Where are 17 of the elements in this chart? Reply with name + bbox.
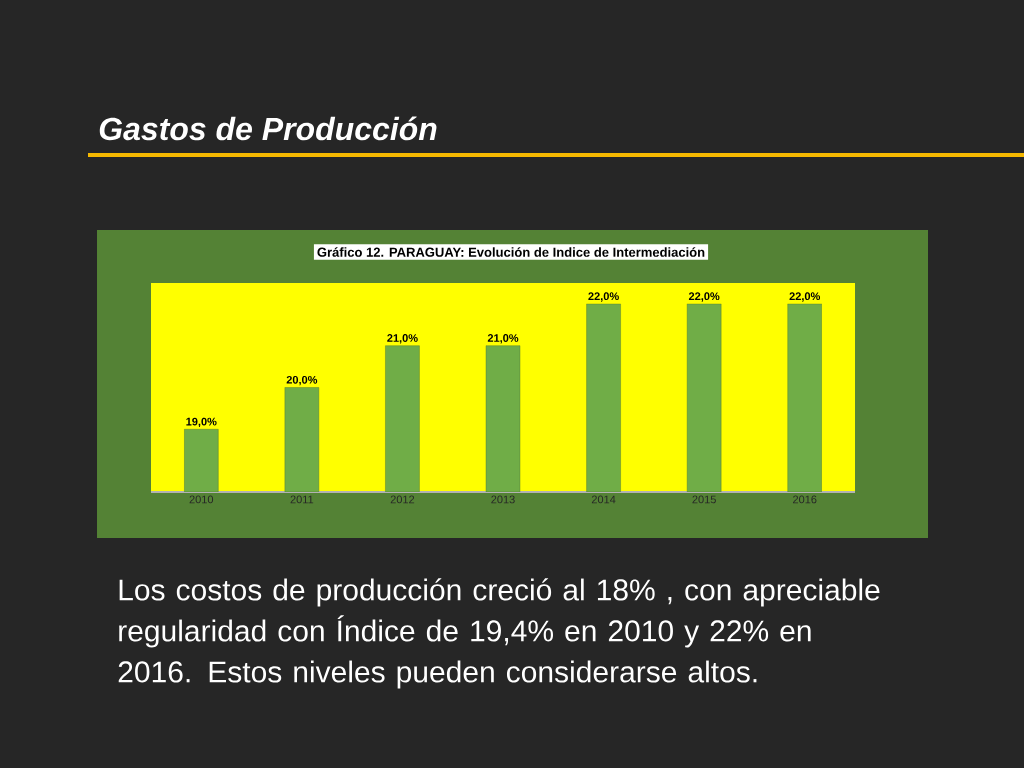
data-label: 22,0%: [688, 292, 720, 302]
x-tick-label: 2013: [491, 495, 515, 504]
x-tick-label: 2011: [290, 495, 314, 504]
chart-subtitle: Gráfico 12. PARAGUAY: Evolución de Indice de Intermediación: [317, 247, 705, 257]
x-tick-label: 2010: [189, 495, 214, 504]
x-tick-label: 2012: [390, 495, 415, 504]
x-tick-label: 2016: [793, 495, 817, 504]
text: Los costos de producción creció al 18% , con apreciable regularidad con Índice de 19,4% en 2010 y 22% en 2016. Estos niveles pueden considerarse altos.: [118, 578, 880, 689]
data-label: 22,0%: [588, 292, 619, 302]
data-label: 21,0%: [487, 334, 519, 344]
chart-title: Gastos de Producción: [99, 116, 437, 141]
x-tick-label: 2015: [692, 495, 716, 504]
data-label: 20,0%: [286, 375, 318, 386]
data-label: 22,0%: [789, 292, 821, 302]
data-label: 19,0%: [186, 417, 217, 428]
data-label: 21,0%: [387, 334, 418, 344]
x-tick-label: 2014: [591, 495, 616, 504]
